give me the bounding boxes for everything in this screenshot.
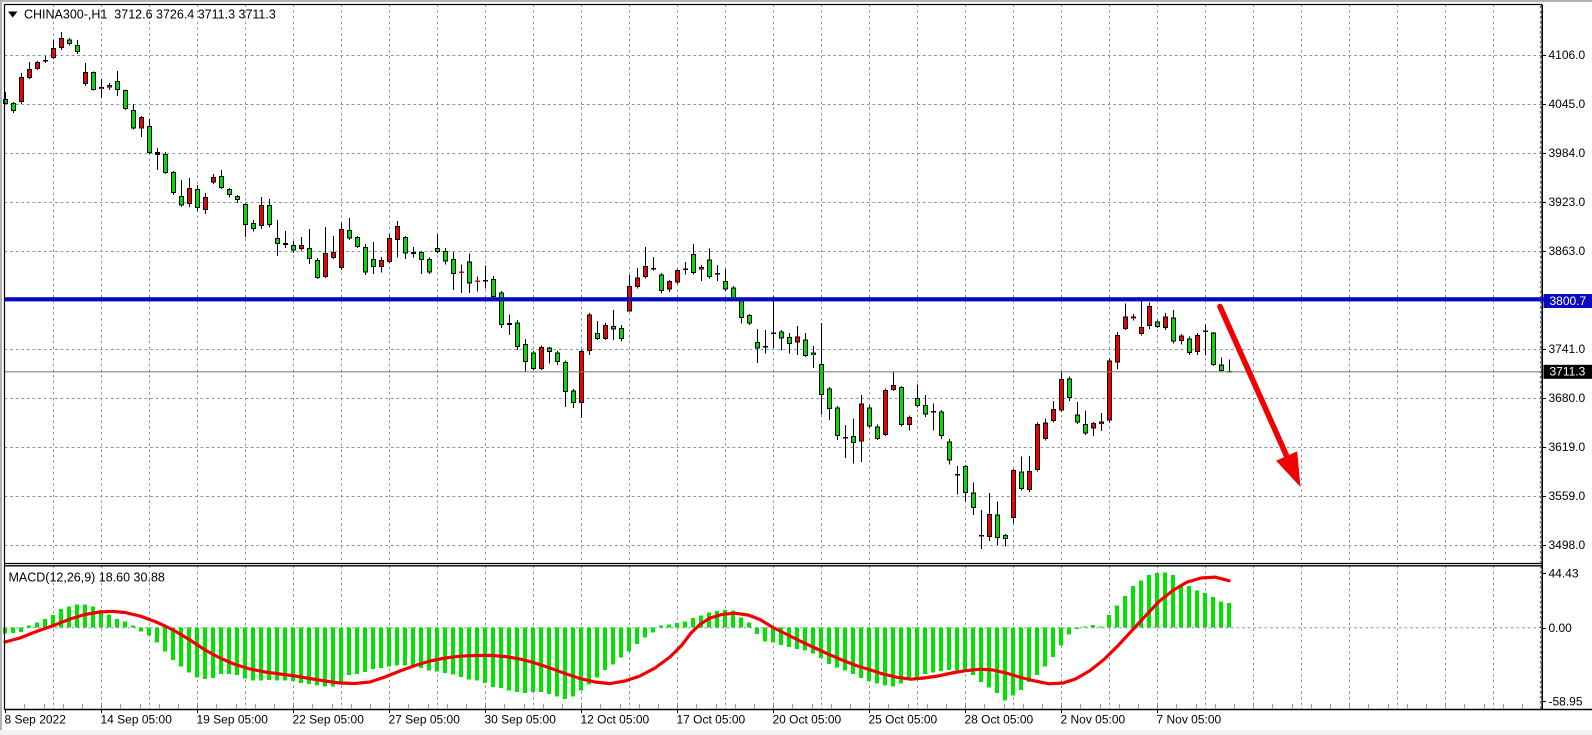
svg-text:7 Nov 05:00: 7 Nov 05:00 (1157, 713, 1222, 727)
svg-text:0.00: 0.00 (1549, 621, 1573, 635)
svg-text:3800.7: 3800.7 (1550, 294, 1587, 308)
svg-text:22 Sep 05:00: 22 Sep 05:00 (293, 713, 365, 727)
svg-text:3559.0: 3559.0 (1549, 489, 1586, 503)
svg-text:3923.0: 3923.0 (1549, 195, 1586, 209)
svg-text:2 Nov 05:00: 2 Nov 05:00 (1061, 713, 1126, 727)
svg-text:28 Oct 05:00: 28 Oct 05:00 (965, 713, 1034, 727)
svg-text:CHINA300-,H1 3712.6 3726.4 37: CHINA300-,H1 3712.6 3726.4 3711.3 3711.3 (24, 8, 276, 22)
svg-text:4106.0: 4106.0 (1549, 48, 1586, 62)
svg-text:MACD(12,26,9) 18.60 30.88: MACD(12,26,9) 18.60 30.88 (9, 571, 165, 585)
svg-text:4045.0: 4045.0 (1549, 97, 1586, 111)
svg-text:3863.0: 3863.0 (1549, 244, 1586, 258)
svg-text:19 Sep 05:00: 19 Sep 05:00 (197, 713, 269, 727)
svg-text:-58.95: -58.95 (1549, 695, 1583, 709)
svg-text:30 Sep 05:00: 30 Sep 05:00 (485, 713, 557, 727)
svg-text:14 Sep 05:00: 14 Sep 05:00 (101, 713, 173, 727)
svg-text:20 Oct 05:00: 20 Oct 05:00 (773, 713, 842, 727)
svg-text:8 Sep 2022: 8 Sep 2022 (5, 713, 67, 727)
svg-text:27 Sep 05:00: 27 Sep 05:00 (389, 713, 461, 727)
svg-text:3741.0: 3741.0 (1549, 342, 1586, 356)
svg-text:3711.3: 3711.3 (1550, 365, 1586, 379)
svg-text:3680.0: 3680.0 (1549, 391, 1586, 405)
svg-text:44.43: 44.43 (1549, 567, 1579, 581)
svg-text:12 Oct 05:00: 12 Oct 05:00 (581, 713, 650, 727)
svg-text:3619.0: 3619.0 (1549, 440, 1586, 454)
svg-text:3984.0: 3984.0 (1549, 146, 1586, 160)
svg-text:3498.0: 3498.0 (1549, 538, 1586, 552)
svg-text:17 Oct 05:00: 17 Oct 05:00 (677, 713, 746, 727)
svg-text:25 Oct 05:00: 25 Oct 05:00 (869, 713, 938, 727)
